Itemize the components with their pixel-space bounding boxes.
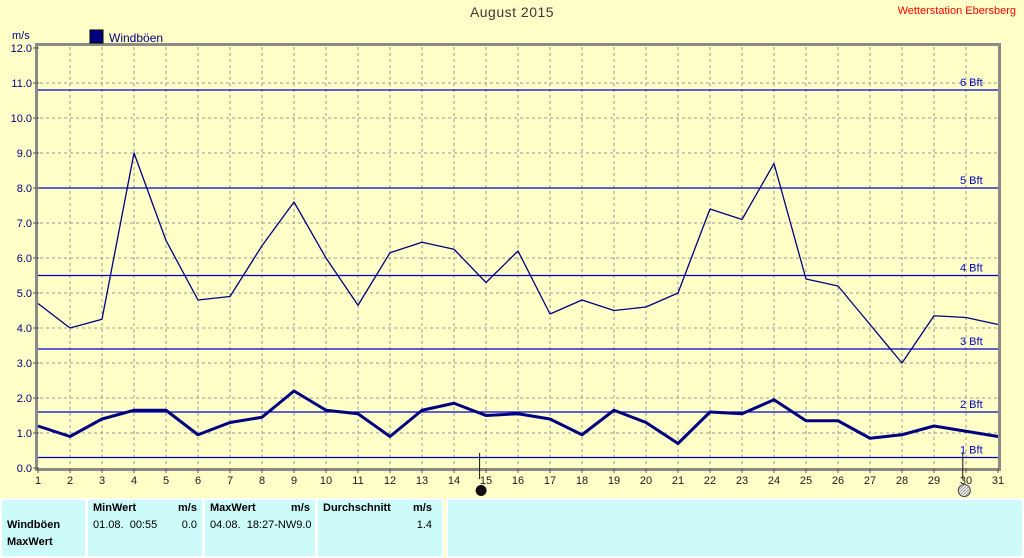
beaufort-label-4: 4 Bft xyxy=(960,263,983,275)
y-axis-label: 9.0 xyxy=(17,148,32,160)
beaufort-label-5: 5 Bft xyxy=(960,175,983,187)
y-axis-label: 8.0 xyxy=(17,183,32,195)
y-axis-label: 3.0 xyxy=(17,358,32,370)
y-axis-label: 2.0 xyxy=(17,393,32,405)
min-timestamp: 01.08. 00:55 xyxy=(93,519,158,531)
summary-table-main: Windböen MaxWert MinWert m/s 01.08. 00:5… xyxy=(0,498,444,558)
min-header: MinWert xyxy=(93,502,137,514)
summary-table-empty-panel xyxy=(446,498,1024,558)
y-axis-label: 1.0 xyxy=(17,428,32,440)
x-axis-day-label: 22 xyxy=(704,475,716,487)
page-title: August 2015 xyxy=(469,4,555,20)
summary-col-min: MinWert m/s 01.08. 00:55 0.0 xyxy=(88,500,205,556)
x-axis-day-label: 7 xyxy=(227,475,233,487)
y-axis-label: 0.0 xyxy=(17,463,32,475)
x-axis-day-label: 24 xyxy=(768,475,780,487)
avg-value: 1.4 xyxy=(416,519,432,531)
x-axis-day-label: 2 xyxy=(67,475,73,487)
y-axis-label: 12.0 xyxy=(11,43,32,55)
y-axis-label: 5.0 xyxy=(17,288,32,300)
x-axis-day-label: 16 xyxy=(512,475,524,487)
x-axis-day-label: 15 xyxy=(480,475,492,487)
x-axis-day-label: 8 xyxy=(259,475,265,487)
x-axis-day-label: 4 xyxy=(131,475,137,487)
x-axis-day-label: 12 xyxy=(384,475,396,487)
summary-header-blank xyxy=(2,500,85,517)
summary-table: Windböen MaxWert MinWert m/s 01.08. 00:5… xyxy=(0,498,1024,558)
new-moon-icon xyxy=(475,485,487,496)
summary-col-avg: Durchschnitt m/s 1.4 xyxy=(318,500,437,556)
summary-col-max: MaxWert m/s 04.08. 18:27-NW 9.0 xyxy=(205,500,318,556)
x-axis-day-label: 25 xyxy=(800,475,812,487)
x-axis-day-label: 18 xyxy=(576,475,588,487)
x-axis-day-label: 29 xyxy=(928,475,940,487)
min-unit: m/s xyxy=(178,502,197,514)
x-axis-day-label: 11 xyxy=(352,475,363,487)
x-axis-day-label: 14 xyxy=(448,475,460,487)
x-axis-day-label: 28 xyxy=(896,475,908,487)
x-axis-day-label: 26 xyxy=(832,475,844,487)
beaufort-label-2: 2 Bft xyxy=(960,399,983,411)
x-axis-day-label: 6 xyxy=(195,475,201,487)
y-axis-label: 11.0 xyxy=(11,78,32,90)
x-axis-day-label: 13 xyxy=(416,475,428,487)
avg-header: Durchschnitt xyxy=(323,502,391,514)
min-value: 0.0 xyxy=(181,519,197,531)
legend-swatch xyxy=(89,29,104,44)
y-axis-label: 10.0 xyxy=(11,113,32,125)
max-unit: m/s xyxy=(291,502,310,514)
legend-label: Windböen xyxy=(109,31,163,45)
beaufort-label-6: 6 Bft xyxy=(960,77,983,89)
x-axis-day-label: 1 xyxy=(35,475,41,487)
series-row-label: Windböen xyxy=(7,519,61,531)
x-axis-day-label: 5 xyxy=(163,475,169,487)
avg-unit: m/s xyxy=(413,502,432,514)
y-axis-label: 4.0 xyxy=(17,323,32,335)
x-axis-day-label: 3 xyxy=(99,475,105,487)
max-timestamp: 04.08. 18:27-NW xyxy=(210,519,297,531)
x-axis-day-label: 19 xyxy=(608,475,620,487)
y-axis-label: 7.0 xyxy=(17,218,32,230)
beaufort-label-1: 1 Bft xyxy=(960,445,983,457)
max-value: 9.0 xyxy=(296,519,312,531)
x-axis-day-label: 21 xyxy=(672,475,684,487)
x-axis-day-label: 9 xyxy=(291,475,297,487)
series-windboeen-daily-max xyxy=(37,152,999,364)
x-axis-day-label: 10 xyxy=(320,475,332,487)
max-header: MaxWert xyxy=(210,502,256,514)
y-axis-label: 6.0 xyxy=(17,253,32,265)
wind-gust-chart: 1 Bft 2 Bft 3 Bft 4 Bft 5 Bft 6 Bft 0.0 1.0 2.0 3… xyxy=(11,29,1004,497)
beaufort-label-3: 3 Bft xyxy=(960,336,983,348)
x-axis-day-label: 31 xyxy=(992,475,1004,487)
station-name: Wetterstation Ebersberg xyxy=(897,5,1016,17)
y-axis-unit-label: m/s xyxy=(12,30,30,42)
x-axis-day-label: 20 xyxy=(640,475,652,487)
x-axis-day-label: 27 xyxy=(864,475,876,487)
summary-col-series: Windböen MaxWert xyxy=(2,500,88,556)
x-axis-day-label: 17 xyxy=(544,475,556,487)
series-windboeen-daily-mean xyxy=(37,389,999,445)
full-moon-hatch xyxy=(958,484,971,497)
x-axis-day-label: 23 xyxy=(736,475,748,487)
